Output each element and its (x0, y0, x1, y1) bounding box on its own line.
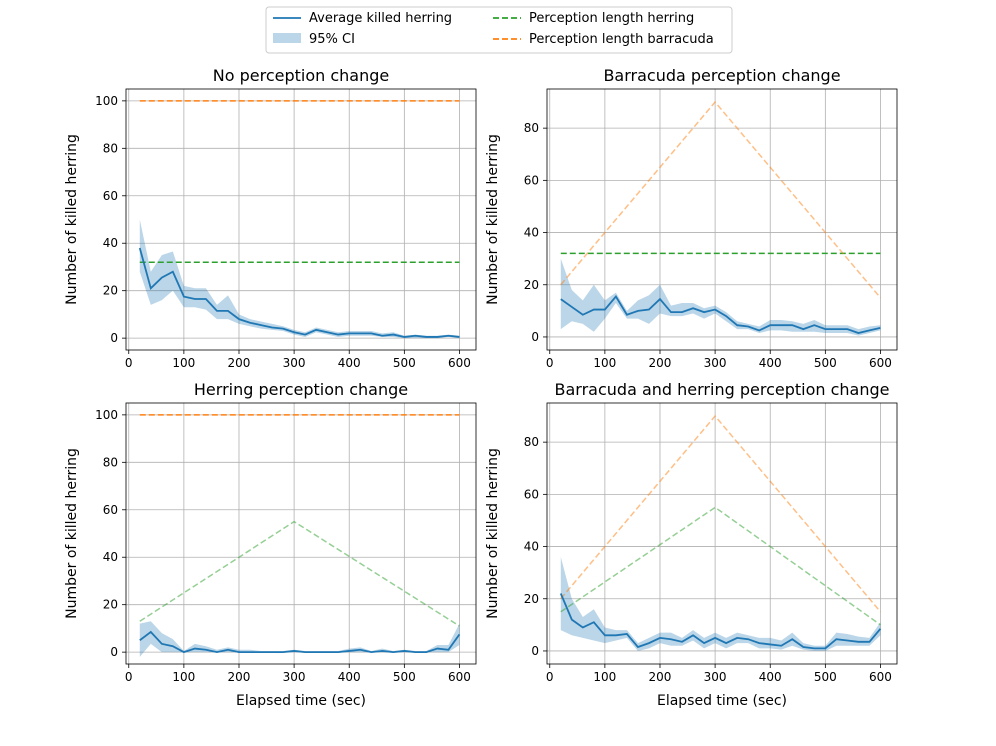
subplot-no-perception-change: 0 100 200 300 400 500 600 0 20 40 60 80 100 No percep… (64, 66, 477, 370)
legend-label-mean: Average killed herring (309, 11, 452, 26)
subplot-barracuda-perception-change: 0 100 200 300 400 500 600 0 20 40 60 80 Barracuda pe… (485, 66, 898, 370)
y-tick-label: 80 (103, 141, 118, 155)
subplot-title: Barracuda and herring perception change (555, 380, 890, 399)
x-tick-label: 200 (228, 356, 251, 370)
y-tick-label: 0 (531, 644, 539, 658)
x-tick-label: 500 (814, 356, 837, 370)
mean-killed-line (139, 630, 461, 654)
y-tick-label: 0 (110, 645, 118, 659)
y-tick-label: 0 (110, 331, 118, 345)
y-axis-label: Number of killed herring (485, 448, 501, 619)
barracuda-perception-line (560, 414, 882, 613)
ci-band (560, 556, 881, 651)
y-axis-label: Number of killed herring (64, 448, 80, 619)
y-tick-label: 60 (103, 503, 118, 517)
x-tick-label: 0 (546, 356, 554, 370)
legend-label-barracuda: Perception length barracuda (529, 32, 714, 47)
x-tick-label: 600 (448, 356, 471, 370)
ci-band (560, 258, 881, 336)
barracuda-perception-line (560, 100, 882, 299)
axes-frame (125, 88, 477, 351)
axes-frame (546, 402, 898, 665)
x-tick-label: 500 (393, 356, 416, 370)
x-axis-label: Elapsed time (sec) (236, 693, 366, 709)
ci-band (139, 219, 460, 339)
x-tick-label: 500 (393, 670, 416, 684)
axes-frame (546, 88, 898, 351)
x-tick-label: 200 (649, 670, 672, 684)
mean-killed-line (138, 247, 460, 338)
y-tick-label: 100 (95, 408, 118, 422)
x-tick-label: 300 (283, 670, 306, 684)
subplot-title: Herring perception change (194, 380, 408, 399)
x-tick-label: 600 (869, 670, 892, 684)
y-tick-label: 60 (524, 173, 539, 187)
x-tick-label: 200 (649, 356, 672, 370)
y-tick-label: 20 (524, 592, 539, 606)
x-tick-label: 400 (759, 670, 782, 684)
x-tick-label: 0 (125, 356, 133, 370)
legend-frame (265, 6, 733, 54)
subplot-herring-perception-change: 0 100 200 300 400 500 600 0 20 40 60 80 100 Herring p… (64, 380, 477, 709)
x-tick-label: 600 (869, 356, 892, 370)
x-tick-label: 300 (704, 356, 727, 370)
y-tick-label: 0 (531, 330, 539, 344)
x-tick-label: 100 (593, 356, 616, 370)
y-tick-label: 20 (524, 278, 539, 292)
x-tick-label: 400 (338, 356, 361, 370)
subplot-title: Barracuda perception change (603, 66, 840, 85)
x-tick-label: 100 (172, 356, 195, 370)
mean-killed-line (559, 593, 882, 650)
x-tick-label: 600 (448, 670, 471, 684)
y-axis-label: Number of killed herring (64, 134, 80, 305)
y-tick-label: 20 (103, 598, 118, 612)
x-tick-label: 100 (593, 670, 616, 684)
x-tick-label: 500 (814, 670, 837, 684)
x-tick-label: 0 (546, 670, 554, 684)
x-tick-label: 0 (125, 670, 133, 684)
x-tick-label: 400 (338, 670, 361, 684)
y-tick-label: 40 (524, 226, 539, 240)
y-tick-label: 60 (524, 487, 539, 501)
y-tick-label: 40 (103, 550, 118, 564)
y-tick-label: 80 (524, 435, 539, 449)
x-tick-label: 200 (228, 670, 251, 684)
subplot-title: No perception change (213, 66, 389, 85)
y-axis-label: Number of killed herring (485, 134, 501, 305)
mean-killed-line (560, 294, 881, 334)
x-axis-label: Elapsed time (sec) (657, 693, 787, 709)
x-tick-label: 100 (172, 670, 195, 684)
herring-perception-line (139, 520, 460, 627)
legend-label-herring: Perception length herring (529, 11, 694, 26)
x-tick-label: 400 (759, 356, 782, 370)
y-tick-label: 40 (103, 236, 118, 250)
legend: Average killed herring 95% CI Perception… (265, 6, 733, 54)
y-tick-label: 80 (524, 121, 539, 135)
y-tick-label: 40 (524, 540, 539, 554)
y-tick-label: 60 (103, 189, 118, 203)
subplot-barracuda-and-herring-perception-change: 0 100 200 300 400 500 600 0 20 40 60 80 Barracuda an… (485, 380, 898, 709)
axes-frame (125, 402, 477, 665)
legend-swatch-ci (273, 33, 301, 43)
x-tick-label: 300 (283, 356, 306, 370)
x-tick-label: 300 (704, 670, 727, 684)
legend-label-ci: 95% CI (309, 32, 355, 47)
y-tick-label: 20 (103, 284, 118, 298)
y-tick-label: 80 (103, 455, 118, 469)
y-tick-label: 100 (95, 94, 118, 108)
